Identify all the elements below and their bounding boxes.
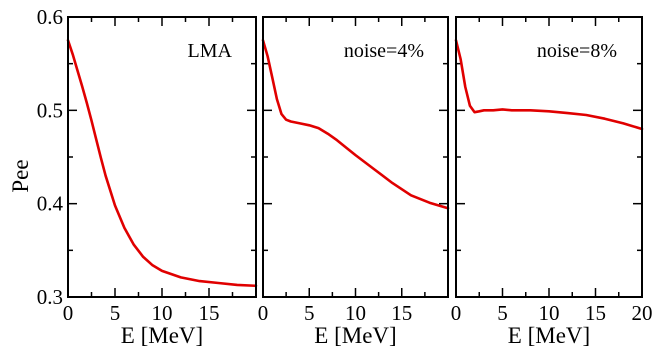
x-tick-label: 15 bbox=[199, 301, 220, 325]
x-tick-label: 5 bbox=[497, 301, 508, 325]
panel-annotation: noise=8% bbox=[537, 40, 617, 62]
y-tick-label: 0.3 bbox=[37, 285, 63, 309]
x-tick-label: 10 bbox=[345, 301, 366, 325]
x-axis-label: E [MeV] bbox=[314, 323, 396, 348]
panel-3: 0 5 10 15 20 E [MeV] noise=8% bbox=[451, 16, 653, 348]
x-tick-label: 0 bbox=[258, 301, 269, 325]
x-axis-label: E [MeV] bbox=[121, 323, 203, 348]
panel-frame bbox=[455, 16, 643, 298]
x-tick-label: 5 bbox=[304, 301, 315, 325]
x-tick-label: 15 bbox=[585, 301, 606, 325]
y-tick-label: 0.5 bbox=[37, 98, 63, 122]
x-tick-label: 15 bbox=[391, 301, 412, 325]
y-axis-label: Pee bbox=[8, 159, 33, 192]
y-tick-label: 0.4 bbox=[37, 192, 64, 216]
curve-3 bbox=[454, 38, 644, 131]
panel-1: 0 5 10 15E [MeV] LMA 0.3 0.4 0.5 0.6 bbox=[37, 5, 258, 348]
panel-2: 0 5 10 15E [MeV] noise=4% bbox=[258, 16, 450, 348]
x-tick-label: 0 bbox=[451, 301, 462, 325]
panel-annotation: noise=4% bbox=[344, 40, 424, 62]
x-tick-label: 20 bbox=[632, 301, 653, 325]
curve-2 bbox=[261, 38, 450, 210]
panel-annotation: LMA bbox=[188, 40, 233, 62]
x-tick-label: 10 bbox=[539, 301, 560, 325]
curve-1 bbox=[66, 38, 258, 288]
x-tick-label: 10 bbox=[152, 301, 173, 325]
panel-frame bbox=[67, 16, 257, 298]
panel-frame bbox=[262, 16, 449, 298]
y-tick-label: 0.6 bbox=[37, 5, 63, 29]
x-axis-label: E [MeV] bbox=[508, 323, 590, 348]
x-tick-label: 5 bbox=[110, 301, 121, 325]
x-tick-label: 0 bbox=[63, 301, 74, 325]
